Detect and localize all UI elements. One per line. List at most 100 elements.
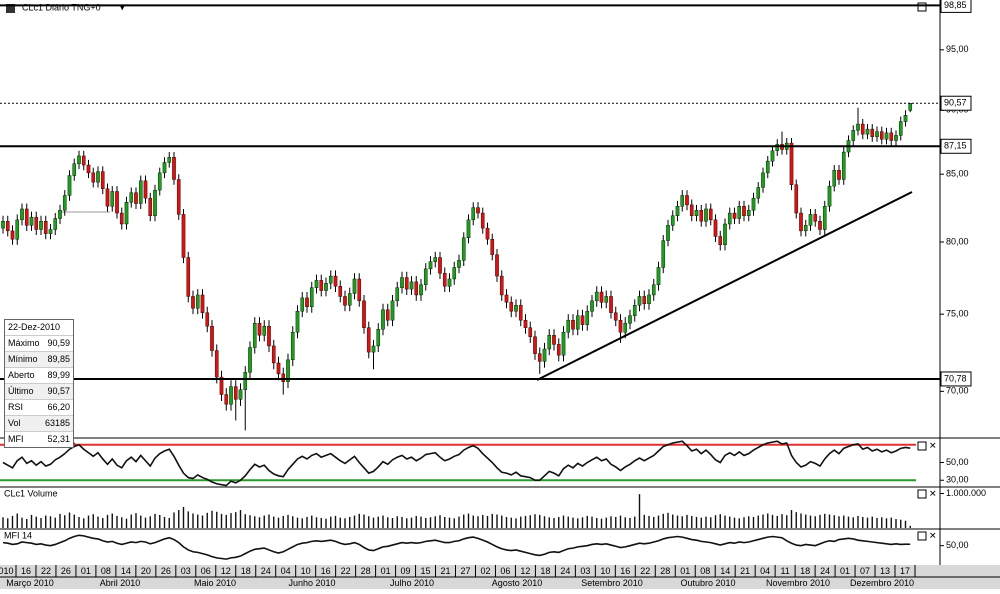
candle-body	[423, 268, 428, 285]
y-tick-label: 30,00	[946, 475, 969, 485]
close-button[interactable]: ✕	[929, 440, 937, 450]
volume-bar	[448, 517, 451, 528]
day-label: 28	[361, 566, 371, 576]
candle-body	[822, 206, 827, 230]
candle-body	[167, 157, 172, 163]
volume-bar	[828, 514, 831, 528]
volume-bar	[866, 517, 869, 528]
month-label: Novembro 2010	[766, 578, 830, 588]
volume-bar	[676, 515, 679, 528]
candle-body	[191, 296, 195, 309]
day-label: 11	[780, 566, 789, 576]
info-label: Máximo	[8, 338, 40, 348]
maximize-button[interactable]	[917, 2, 927, 12]
volume-bar	[477, 516, 479, 528]
close-button[interactable]: ✕	[929, 488, 937, 498]
day-label: 20	[141, 566, 151, 576]
volume-bar	[505, 516, 508, 528]
volume-bar	[16, 513, 18, 528]
month-label: Julho 2010	[390, 578, 434, 588]
candle-body	[718, 236, 723, 246]
candle-body	[271, 345, 276, 364]
maximize-button[interactable]	[917, 441, 927, 451]
volume-bar	[311, 515, 313, 528]
candle-body	[480, 212, 485, 229]
day-label: 21	[740, 566, 750, 576]
panel-buttons: ✕ ✕ ✕	[917, 2, 937, 541]
y-tick-label: 80,00	[946, 236, 969, 246]
candle-body	[837, 170, 841, 180]
volume-bar	[73, 514, 75, 528]
volume-bar	[809, 515, 812, 528]
volume-bar	[358, 513, 360, 528]
candle-body	[803, 225, 808, 232]
candle-body	[5, 221, 10, 232]
day-label: 21	[441, 566, 451, 576]
candle-body	[295, 311, 300, 333]
volume-bar	[567, 516, 569, 528]
candle-body	[457, 260, 461, 268]
candle-body	[875, 131, 879, 137]
volume-bar	[581, 517, 584, 528]
volume-bar	[325, 518, 327, 528]
candle-body	[105, 188, 110, 207]
volume-bar	[420, 516, 422, 528]
month-label: Maio 2010	[194, 578, 236, 588]
maximize-button[interactable]	[917, 531, 927, 541]
volume-bar	[591, 516, 593, 528]
candle-body	[599, 291, 604, 303]
maximize-button[interactable]	[917, 489, 927, 499]
candle-body	[879, 131, 884, 140]
candle-body	[533, 336, 537, 354]
volume-bar	[415, 515, 417, 528]
volume-bar	[695, 516, 698, 528]
candle-body	[542, 348, 547, 362]
candle-body	[851, 130, 856, 141]
day-label: 04	[760, 566, 770, 576]
volume-bar	[904, 520, 907, 528]
volume-bar	[2, 517, 4, 528]
volume-bar	[472, 515, 474, 528]
day-label: 08	[101, 566, 111, 576]
candle-body	[333, 275, 338, 287]
candle-body	[537, 353, 542, 362]
volume-bar	[700, 517, 702, 528]
close-button[interactable]: ✕	[929, 530, 937, 540]
candle-body	[172, 157, 176, 180]
volume-bar	[339, 517, 341, 528]
volume-bar	[738, 518, 740, 528]
volume-bar	[800, 513, 802, 528]
candle-body	[566, 319, 571, 333]
panel-title: CLc1 Volume	[4, 488, 58, 498]
volume-bar	[638, 494, 641, 528]
volume-bar	[287, 514, 289, 528]
volume-bar	[838, 516, 840, 528]
candle-body	[362, 300, 366, 328]
candle-body	[675, 206, 680, 216]
level-label-box	[940, 95, 972, 111]
candle-body	[86, 164, 91, 174]
volume-bar	[106, 514, 109, 528]
volume-bar	[482, 514, 484, 528]
candle-body	[704, 208, 708, 222]
candle-body	[381, 309, 385, 330]
trend-line	[536, 191, 913, 381]
day-label: 22	[341, 566, 351, 576]
info-row: Vol 63185	[5, 415, 73, 431]
level-label: 87,15	[944, 141, 967, 151]
candle-body	[732, 212, 737, 219]
volume-bar	[149, 516, 151, 528]
volume-bar	[667, 512, 669, 528]
volume-bar	[662, 513, 664, 528]
month-label: Agosto 2010	[492, 578, 543, 588]
volume-bar	[520, 516, 522, 528]
day-label: 24	[261, 566, 271, 576]
candle-body	[200, 294, 205, 313]
candle-body	[143, 180, 148, 199]
candle-body	[442, 272, 447, 287]
volume-bar	[434, 516, 436, 528]
dropdown-arrow[interactable]: ▾	[120, 2, 125, 12]
day-label: 17	[900, 566, 910, 576]
volume-bar	[439, 515, 441, 528]
candle-body	[628, 315, 632, 324]
